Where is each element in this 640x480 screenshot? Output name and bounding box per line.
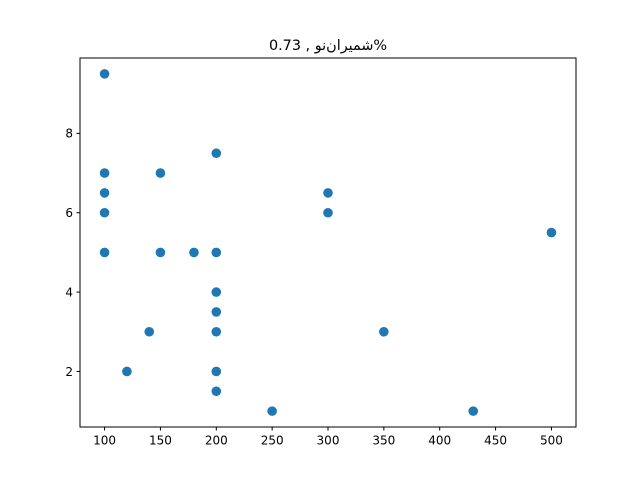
data-point bbox=[99, 188, 110, 198]
x-tick-label: 400 bbox=[428, 434, 451, 448]
data-point bbox=[99, 69, 110, 79]
x-tick-label: 350 bbox=[372, 434, 395, 448]
data-points bbox=[99, 69, 557, 416]
data-point bbox=[211, 307, 222, 317]
y-tick-label: 8 bbox=[65, 127, 73, 141]
data-point bbox=[99, 247, 110, 258]
chart-title: شمیران‌نو , 0.73% bbox=[269, 38, 387, 54]
data-point bbox=[155, 247, 166, 258]
data-point bbox=[122, 366, 132, 377]
data-point bbox=[211, 326, 222, 337]
data-point bbox=[211, 287, 222, 297]
data-point bbox=[379, 326, 389, 337]
data-point bbox=[144, 326, 155, 337]
x-tick-label: 150 bbox=[149, 434, 172, 448]
data-point bbox=[99, 207, 110, 218]
data-point bbox=[267, 406, 277, 416]
data-point bbox=[546, 227, 557, 238]
y-axis: 2 4 6 8 bbox=[65, 127, 80, 379]
data-point bbox=[211, 148, 222, 159]
x-tick-label: 500 bbox=[540, 434, 563, 448]
x-tick-label: 300 bbox=[317, 434, 340, 448]
x-tick-label: 250 bbox=[261, 434, 284, 448]
data-point bbox=[211, 366, 222, 377]
axes-frame bbox=[79, 57, 577, 428]
x-tick-label: 200 bbox=[205, 434, 228, 448]
data-point bbox=[468, 406, 479, 416]
data-point bbox=[189, 247, 199, 258]
data-point bbox=[211, 247, 222, 258]
data-point bbox=[99, 168, 110, 178]
x-tick-label: 450 bbox=[484, 434, 507, 448]
x-axis: 100 150 200 250 300 350 400 450 500 bbox=[93, 427, 563, 448]
x-tick-label: 100 bbox=[93, 434, 116, 448]
y-tick-label: 2 bbox=[65, 365, 73, 379]
data-point bbox=[211, 386, 222, 397]
data-point bbox=[323, 207, 333, 218]
data-point bbox=[323, 188, 333, 198]
y-tick-label: 4 bbox=[65, 285, 73, 299]
data-point bbox=[155, 168, 166, 178]
y-tick-label: 6 bbox=[65, 206, 73, 220]
